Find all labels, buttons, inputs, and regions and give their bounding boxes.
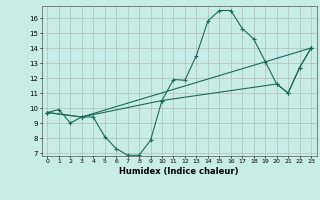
X-axis label: Humidex (Indice chaleur): Humidex (Indice chaleur) (119, 167, 239, 176)
